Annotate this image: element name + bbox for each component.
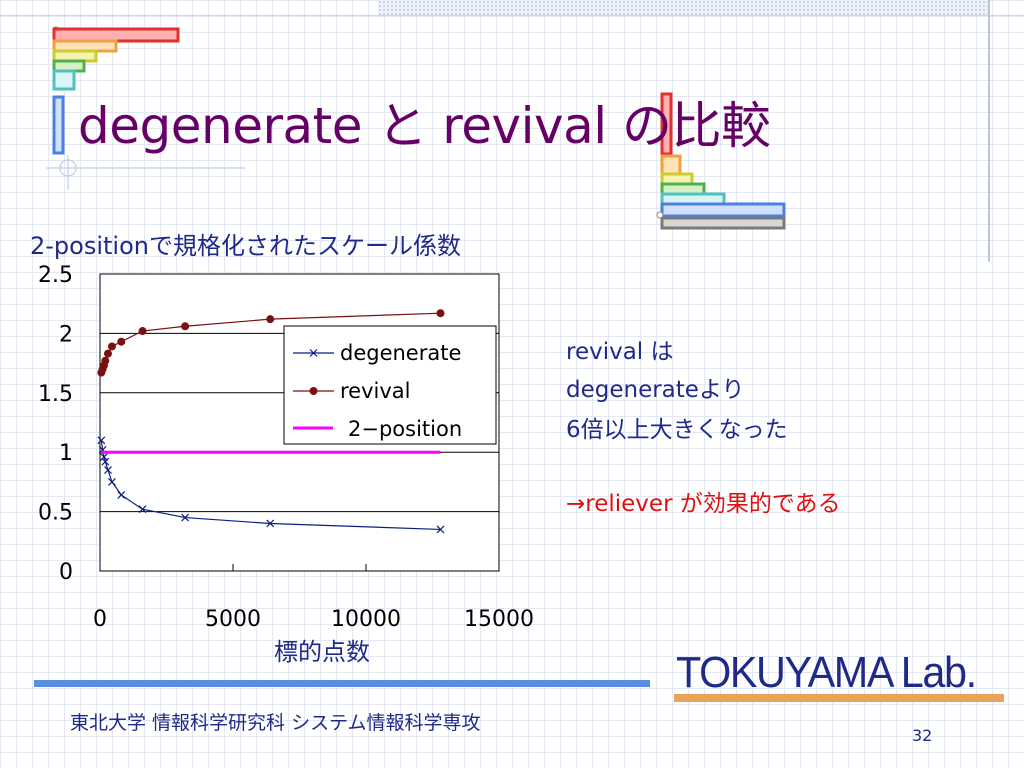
series-layer — [97, 309, 445, 534]
y-tick-label: 2.5 — [38, 263, 73, 288]
legend-label-revival: revival — [340, 379, 411, 403]
revival-point — [117, 337, 126, 346]
revival-point — [103, 349, 112, 358]
revival-point — [266, 315, 275, 324]
degenerate-point — [117, 491, 126, 499]
degenerate-marker-stroke — [117, 491, 126, 499]
degenerate-point — [97, 436, 106, 445]
legend-item-degenerate: degenerate — [293, 341, 461, 365]
degenerate-marker-stroke — [181, 513, 190, 522]
right-vertical-rule — [988, 0, 990, 262]
legend-marker-degenerate — [309, 349, 318, 357]
lab-name: TOKUYAMA Lab. — [676, 648, 977, 697]
revival-point — [107, 342, 116, 351]
revival-point — [138, 327, 147, 336]
slide-title: degenerate と revival の比較 — [78, 97, 771, 155]
title-divider-bracket — [656, 92, 786, 230]
degenerate-marker-stroke — [138, 505, 147, 514]
degenerate-marker-stroke — [100, 453, 108, 461]
legend-item-2-position: 2−position — [293, 417, 462, 441]
degenerate-marker-stroke — [108, 477, 116, 486]
legend-item-revival: revival — [293, 379, 411, 403]
x-axis-tick-labels: 0 5000 10000 15000 — [93, 607, 534, 632]
chart-legend: degenerate revival 2−position — [283, 325, 497, 445]
degenerate-point — [100, 453, 108, 461]
footer-affiliation: 東北大学 情報科学研究科 システム情報科学専攻 — [70, 712, 481, 734]
page-number: 32 — [912, 726, 933, 745]
y-tick-label: 1 — [59, 441, 73, 466]
legend-items: degenerate revival 2−position — [293, 341, 462, 441]
top-left-bracket — [46, 26, 245, 190]
footer-orange-bar — [674, 694, 1004, 702]
note-line-2: degenerateより — [566, 377, 745, 403]
conclusion-text: →reliever が効果的である — [566, 491, 841, 517]
y-axis-tick-labels: 0 0.5 1 1.5 2 2.5 — [38, 263, 73, 585]
y-tick-label: 0 — [59, 560, 73, 585]
degenerate-point — [104, 466, 112, 474]
chart-caption: 2-positionで規格化されたスケール係数 — [30, 232, 461, 260]
degenerate-point — [181, 513, 190, 522]
scale-factor-chart: 0 0.5 1 1.5 2 2.5 0 5000 10000 15000 標的点数 degene… — [38, 263, 534, 666]
degenerate-point — [108, 477, 116, 486]
degenerate-point — [138, 505, 147, 514]
degenerate-marker-stroke — [97, 436, 106, 445]
y-tick-label: 1.5 — [38, 382, 73, 407]
revival-point — [436, 309, 445, 318]
degenerate-marker-stroke — [266, 519, 275, 528]
y-tick-label: 2 — [59, 322, 73, 347]
y-tick-label: 0.5 — [38, 501, 73, 526]
legend-label-2-position: 2−position — [348, 417, 462, 441]
legend-frame — [283, 325, 497, 445]
x-tick-label: 0 — [93, 607, 107, 632]
footer-blue-bar — [34, 680, 650, 687]
revival-point — [101, 356, 110, 365]
decorative-frame — [46, 26, 786, 230]
degenerate-point — [266, 519, 275, 528]
x-tick-label: 15000 — [464, 607, 534, 632]
x-axis-ticks — [99, 564, 500, 571]
degenerate-marker-stroke — [101, 457, 110, 466]
x-tick-label: 10000 — [331, 607, 401, 632]
note-line-1: revival は — [566, 339, 674, 365]
legend-marker-revival — [309, 387, 318, 395]
degenerate-point — [436, 525, 445, 534]
degenerate-point — [101, 457, 110, 466]
legend-label-degenerate: degenerate — [340, 341, 461, 365]
degenerate-marker-stroke — [98, 445, 107, 454]
header-rule — [0, 15, 1024, 16]
header-dotted-band — [378, 0, 988, 16]
degenerate-marker-stroke — [436, 525, 445, 534]
revival-point — [181, 322, 190, 331]
note-line-3: 6倍以上大きくなった — [566, 417, 788, 443]
x-tick-label: 5000 — [205, 607, 261, 632]
x-axis-title: 標的点数 — [274, 638, 370, 666]
degenerate-marker-stroke — [104, 466, 112, 474]
